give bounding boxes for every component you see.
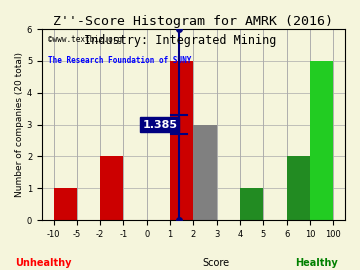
Text: Unhealthy: Unhealthy [15, 258, 71, 268]
Bar [310, 61, 333, 220]
Y-axis label: Number of companies (20 total): Number of companies (20 total) [15, 52, 24, 197]
Bar [170, 61, 193, 220]
Text: Score: Score [202, 258, 230, 268]
Bar [240, 188, 264, 220]
Title: Z''-Score Histogram for AMRK (2016): Z''-Score Histogram for AMRK (2016) [53, 15, 333, 28]
Bar [193, 125, 217, 220]
Bar [287, 156, 310, 220]
Text: Healthy: Healthy [296, 258, 338, 268]
Bar [100, 156, 123, 220]
Text: The Research Foundation of SUNY: The Research Foundation of SUNY [48, 56, 191, 65]
Text: 1.385: 1.385 [142, 120, 177, 130]
Bar [54, 188, 77, 220]
Text: Industry: Integrated Mining: Industry: Integrated Mining [84, 34, 276, 47]
Text: ©www.textbiz.org: ©www.textbiz.org [48, 35, 122, 44]
